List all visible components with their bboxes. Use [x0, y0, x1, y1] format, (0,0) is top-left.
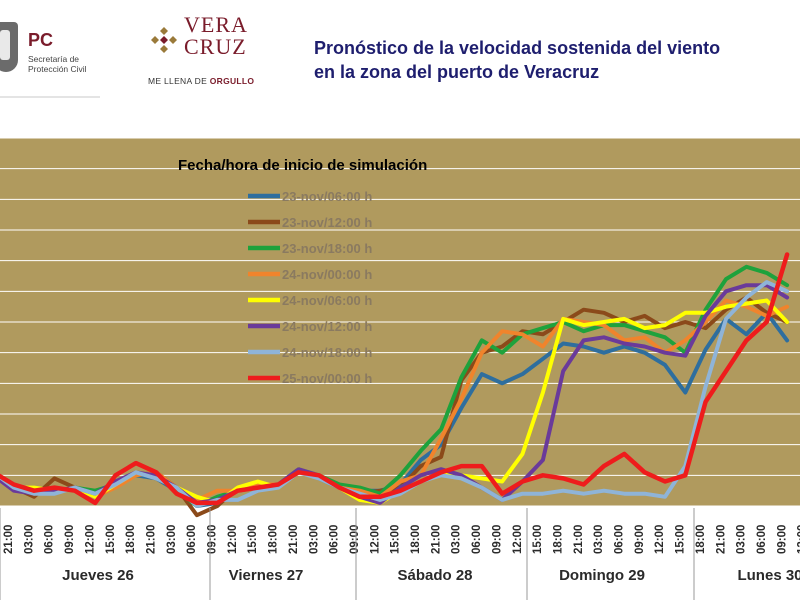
- veracruz-wordmark: VERA CRUZ: [184, 12, 248, 59]
- x-tick-label: 09:00: [349, 525, 361, 554]
- page-title: Pronóstico de la velocidad sostenida del…: [314, 38, 721, 82]
- x-tick-label: 18:00: [553, 525, 565, 554]
- legend-label-8: 25-nov/00:00 h: [282, 371, 372, 386]
- header: PC Secretaría de Protección Civil VERA C…: [0, 0, 800, 100]
- legend-label-3: 23-nov/18:00 h: [282, 241, 372, 256]
- x-tick-label: 06:00: [756, 525, 768, 554]
- x-tick-label: 12:00: [512, 525, 524, 554]
- x-tick-labels: 21:00 03:00 06:00 09:00 12:00 15:00 18:00 21:00…: [3, 525, 800, 554]
- series-line-7: [0, 280, 790, 508]
- x-tick-label: 15:00: [390, 525, 402, 554]
- legend-label-1: 23-nov/06:00 h: [282, 189, 372, 204]
- veracruz-emblem-icon: [151, 27, 177, 53]
- legend-title: Fecha/hora de inicio de simulación: [178, 157, 427, 174]
- veracruz-tagline: ME LLENA DE ORGULLO: [148, 76, 255, 86]
- x-tick-label: 15:00: [105, 525, 117, 554]
- x-tick-label: 09:00: [64, 525, 76, 554]
- day-label: Viernes 27: [229, 567, 304, 584]
- x-tick-label: 21:00: [573, 525, 585, 554]
- proteccion-civil-logo: PC Secretaría de Protección Civil: [0, 18, 110, 98]
- x-tick-label: 12:00: [369, 525, 381, 554]
- x-tick-label: 15:00: [675, 525, 687, 554]
- coat-of-arms-icon: [0, 22, 18, 72]
- x-tick-label: 12:00: [227, 525, 239, 554]
- day-label: Lunes 30: [737, 567, 800, 584]
- x-tick-label: 03:00: [593, 525, 605, 554]
- x-tick-label: 03:00: [308, 525, 320, 554]
- x-tick-label: 03:00: [166, 525, 178, 554]
- x-tick-label: 18:00: [125, 525, 137, 554]
- x-tick-label: 15:00: [247, 525, 259, 554]
- series-layer: [0, 252, 790, 518]
- x-tick-label: 21:00: [430, 525, 442, 554]
- x-tick-label: 18:00: [268, 525, 280, 554]
- x-tick-label: 21:00: [3, 525, 15, 554]
- x-tick-label: 06:00: [186, 525, 198, 554]
- chart-frame: Fecha/hora de inicio de simulación 23-no…: [0, 128, 800, 600]
- legend-label-6: 24-nov/12:00 h: [282, 319, 372, 334]
- x-tick-label: 12:00: [797, 525, 800, 554]
- x-tick-label: 09:00: [634, 525, 646, 554]
- veracruz-logo: VERA CRUZ ME LLENA DE ORGULLO: [148, 14, 258, 94]
- legend-label-2: 23-nov/12:00 h: [282, 215, 372, 230]
- legend-label-4: 24-nov/00:00 h: [282, 267, 372, 282]
- logo-underline: [0, 96, 100, 98]
- x-tick-label: 21:00: [715, 525, 727, 554]
- day-label: Jueves 26: [62, 567, 134, 584]
- pc-mark: PC: [28, 30, 54, 50]
- x-tick-label: 21:00: [146, 525, 158, 554]
- x-tick-label: 03:00: [736, 525, 748, 554]
- series-line-8: [0, 252, 790, 506]
- pc-subtitle: Secretaría de Protección Civil: [28, 54, 87, 74]
- x-tick-label: 12:00: [654, 525, 666, 554]
- wind-speed-chart: Fecha/hora de inicio de simulación 23-no…: [0, 137, 800, 600]
- legend: Fecha/hora de inicio de simulación 23-no…: [178, 157, 427, 386]
- x-tick-label: 06:00: [329, 525, 341, 554]
- x-tick-label: 18:00: [410, 525, 422, 554]
- x-tick-label: 09:00: [491, 525, 503, 554]
- x-tick-label: 06:00: [44, 525, 56, 554]
- x-tick-label: 06:00: [614, 525, 626, 554]
- x-tick-label: 21:00: [288, 525, 300, 554]
- x-tick-label: 09:00: [207, 525, 219, 554]
- x-tick-label: 15:00: [532, 525, 544, 554]
- day-labels: Jueves 26 Viernes 27 Sábado 28 Domingo 29 Lu…: [0, 508, 800, 600]
- legend-label-7: 24-nov/18:00 h: [282, 345, 372, 360]
- day-label: Domingo 29: [559, 567, 645, 584]
- legend-label-5: 24-nov/06:00 h: [282, 293, 372, 308]
- series-line-4: [0, 298, 790, 502]
- x-tick-label: 03:00: [23, 525, 35, 554]
- x-tick-label: 03:00: [451, 525, 463, 554]
- day-label: Sábado 28: [397, 567, 472, 584]
- x-tick-label: 12:00: [84, 525, 96, 554]
- x-tick-label: 18:00: [695, 525, 707, 554]
- x-tick-label: 06:00: [471, 525, 483, 554]
- x-tick-label: 09:00: [776, 525, 788, 554]
